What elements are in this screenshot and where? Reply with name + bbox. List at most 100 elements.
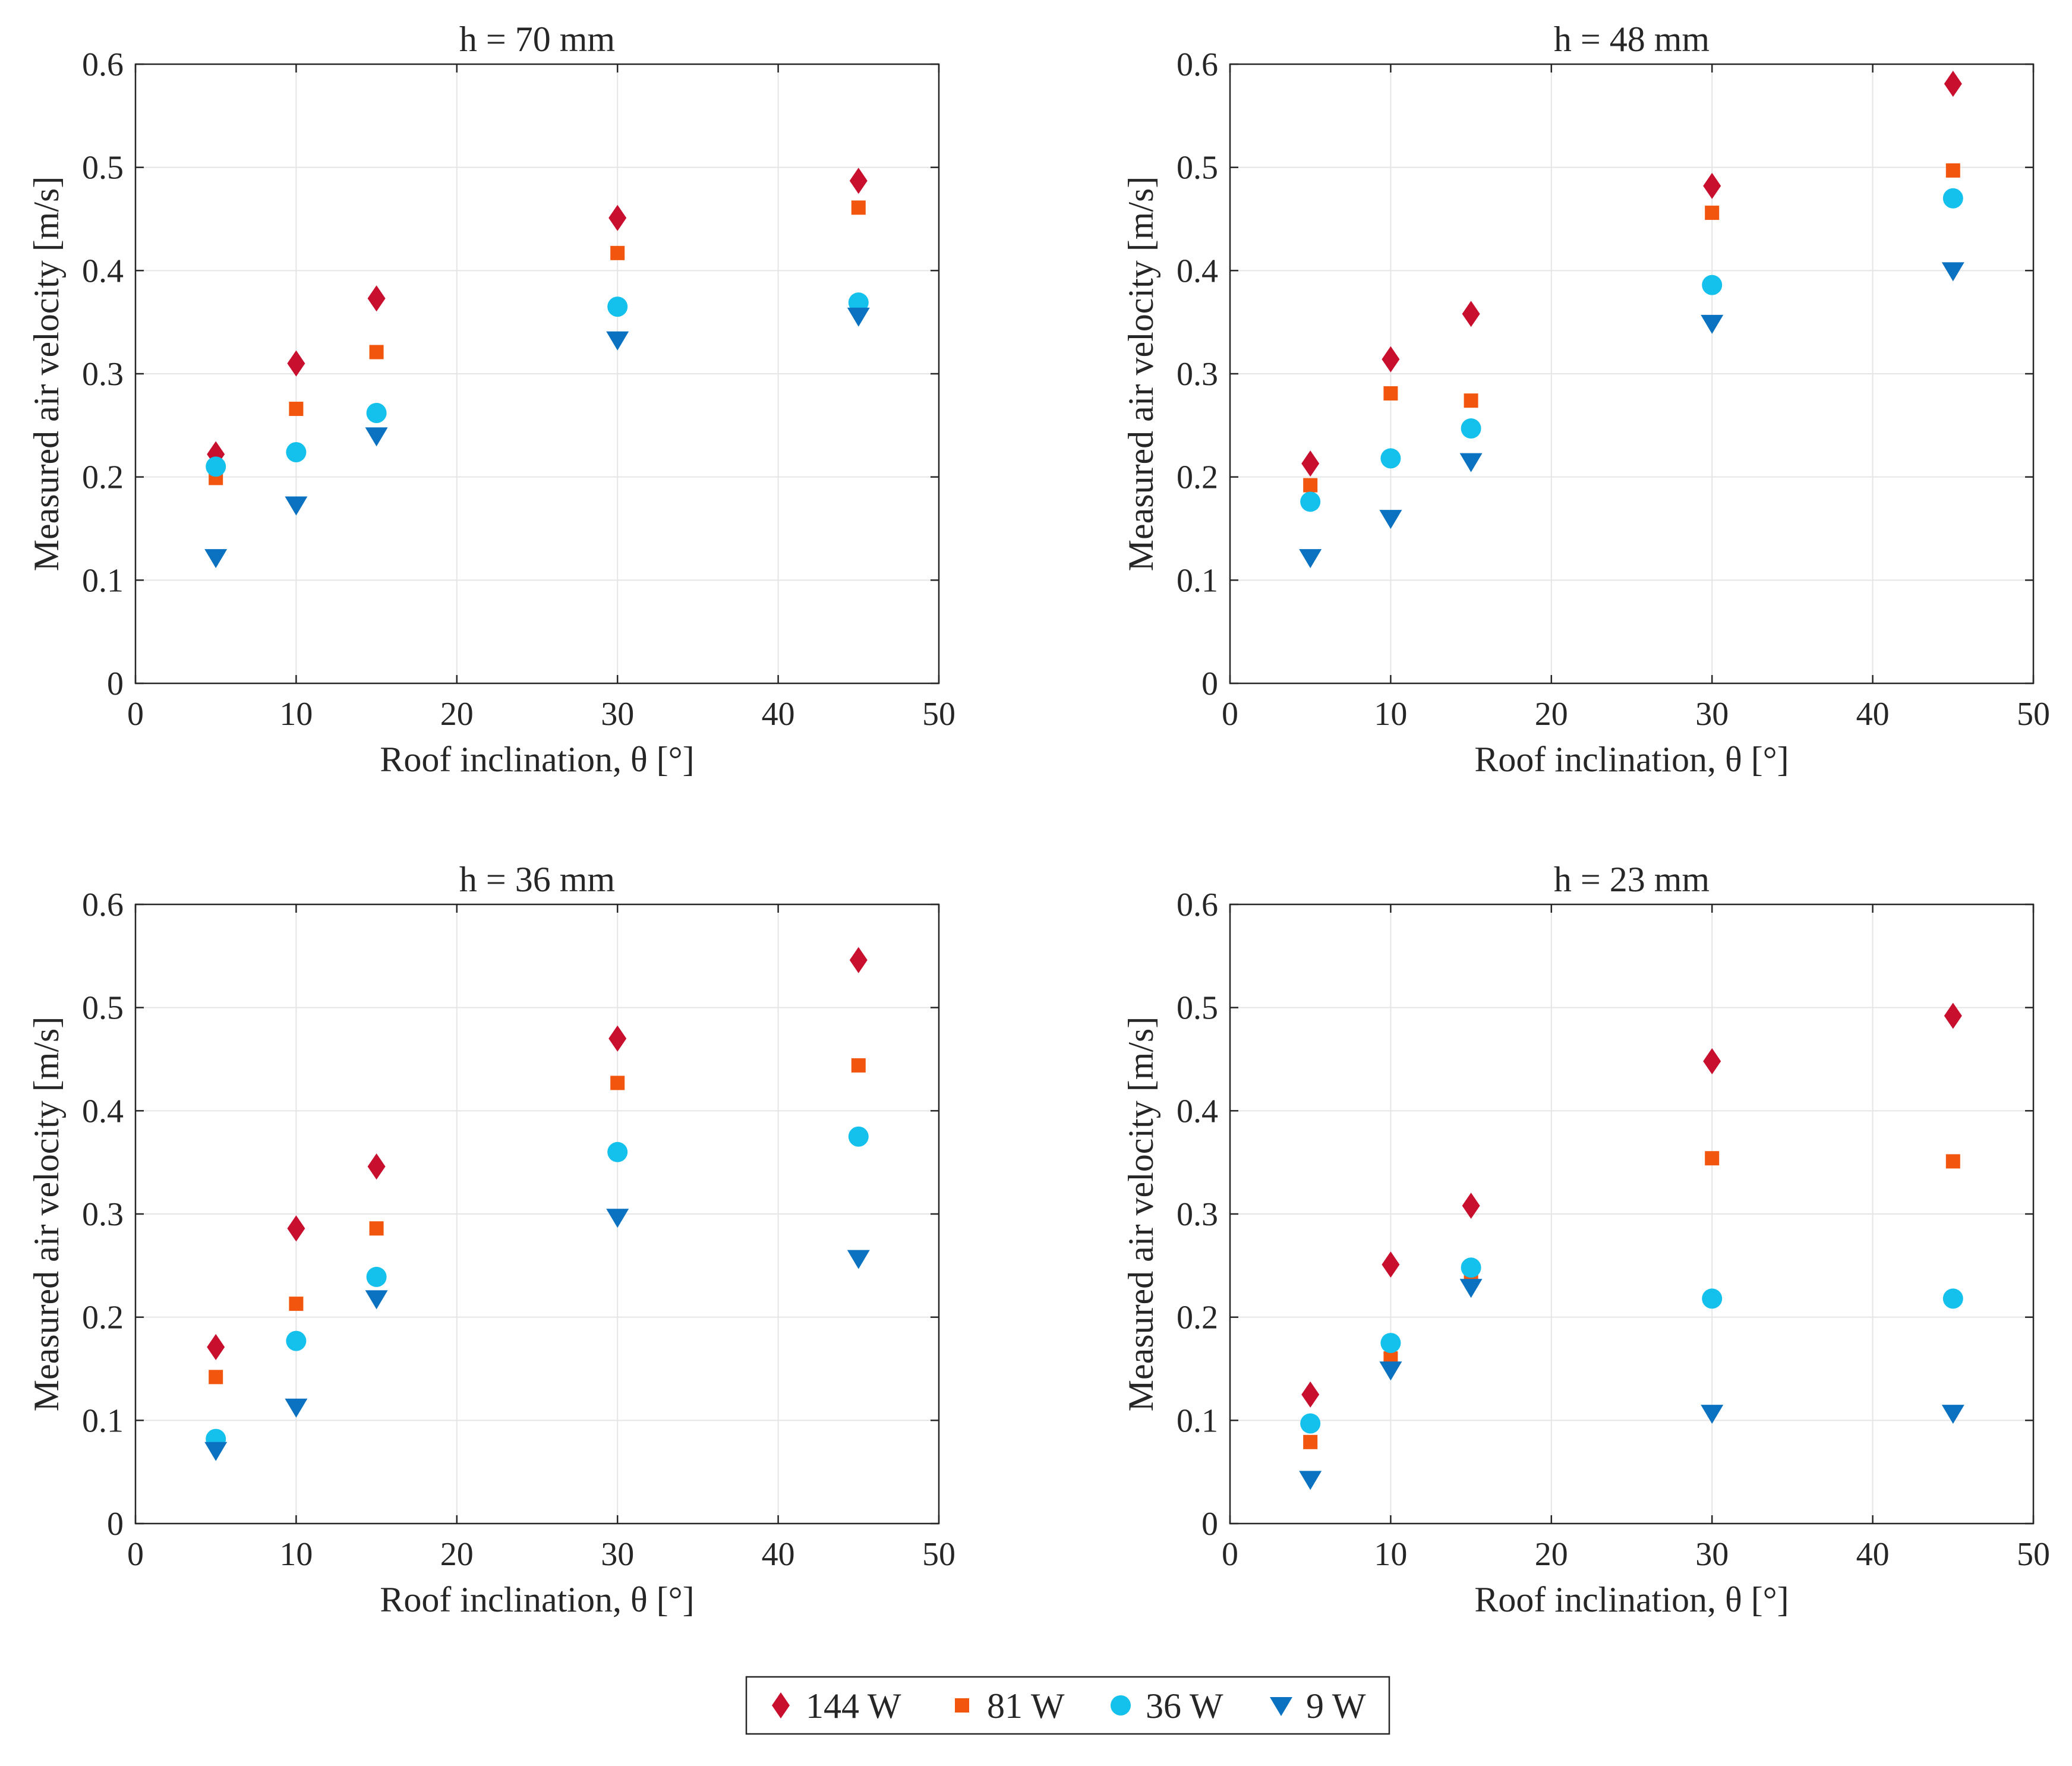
marker-diamond-144w bbox=[1703, 172, 1721, 199]
marker-triangle-9w bbox=[847, 1250, 870, 1269]
x-tick-label: 0 bbox=[127, 1536, 144, 1573]
y-axis-label: Measured air velocity [m/s] bbox=[1121, 176, 1160, 572]
marker-square-81w bbox=[851, 200, 866, 215]
panel-h48: 0 10 20 30 40 50 0 0.1 0.2 0.3 0.4 0.5 0.6 h = 48 mm R… bbox=[1121, 20, 2050, 779]
marker-triangle-9w bbox=[285, 496, 308, 516]
marker-triangle-9w bbox=[1701, 1405, 1724, 1424]
marker-triangle-9w bbox=[365, 427, 388, 447]
x-axis-label: Roof inclination, θ [°] bbox=[380, 740, 694, 779]
x-tick-label: 30 bbox=[1695, 1536, 1729, 1573]
marker-circle-36w bbox=[1380, 1333, 1401, 1354]
marker-circle-36w bbox=[1702, 1288, 1723, 1309]
x-tick-label: 40 bbox=[1856, 1536, 1890, 1573]
marker-circle-36w bbox=[1942, 188, 1963, 209]
marker-square-81w bbox=[289, 1297, 304, 1311]
square-icon bbox=[955, 1698, 969, 1713]
y-axis-label: Measured air velocity [m/s] bbox=[27, 1017, 66, 1412]
y-axis-label: Measured air velocity [m/s] bbox=[1121, 1017, 1160, 1412]
marker-circle-36w bbox=[848, 1126, 869, 1147]
x-tick-label: 10 bbox=[1374, 696, 1407, 733]
x-tick-label: 30 bbox=[601, 696, 634, 733]
chart-title: h = 36 mm bbox=[459, 860, 615, 899]
marker-triangle-9w bbox=[847, 307, 870, 327]
marker-circle-36w bbox=[1461, 1257, 1481, 1278]
y-tick-label: 0.5 bbox=[82, 990, 124, 1027]
y-tick-label: 0.3 bbox=[82, 1196, 124, 1233]
x-tick-label: 40 bbox=[762, 1536, 795, 1573]
marker-triangle-9w bbox=[1299, 1471, 1322, 1490]
x-axis-label: Roof inclination, θ [°] bbox=[380, 1580, 694, 1619]
x-tick-label: 50 bbox=[2017, 696, 2050, 733]
marker-square-81w bbox=[1303, 478, 1318, 493]
marker-square-81w bbox=[1705, 1151, 1720, 1166]
marker-triangle-9w bbox=[1459, 453, 1483, 472]
y-tick-label: 0.4 bbox=[82, 1093, 124, 1130]
y-tick-label: 0.4 bbox=[82, 253, 124, 289]
y-tick-label: 0.2 bbox=[82, 1300, 124, 1336]
marker-triangle-9w bbox=[1941, 1405, 1964, 1424]
marker-circle-36w bbox=[1300, 491, 1321, 512]
marker-circle-36w bbox=[607, 1141, 628, 1162]
marker-diamond-144w bbox=[367, 1153, 386, 1180]
marker-circle-36w bbox=[366, 402, 387, 423]
marker-diamond-144w bbox=[1703, 1048, 1721, 1074]
marker-diamond-144w bbox=[608, 1025, 627, 1052]
x-tick-label: 20 bbox=[1535, 1536, 1568, 1573]
circle-icon bbox=[1111, 1695, 1131, 1715]
x-axis-label: Roof inclination, θ [°] bbox=[1474, 1580, 1789, 1619]
marker-diamond-144w bbox=[849, 168, 868, 194]
y-tick-label: 0.1 bbox=[82, 1402, 124, 1439]
marker-diamond-144w bbox=[1301, 450, 1320, 477]
marker-triangle-9w bbox=[1379, 510, 1402, 529]
marker-square-81w bbox=[209, 1370, 223, 1385]
marker-triangle-9w bbox=[1379, 1361, 1402, 1381]
marker-square-81w bbox=[1705, 206, 1720, 220]
marker-triangle-9w bbox=[285, 1398, 308, 1418]
marker-circle-36w bbox=[1942, 1288, 1963, 1309]
marker-circle-36w bbox=[1702, 275, 1723, 295]
marker-diamond-144w bbox=[608, 204, 627, 231]
y-tick-label: 0.6 bbox=[1177, 887, 1218, 923]
y-tick-label: 0.6 bbox=[82, 46, 124, 83]
marker-square-81w bbox=[610, 245, 625, 260]
x-tick-label: 0 bbox=[1222, 1536, 1238, 1573]
y-tick-label: 0.5 bbox=[1177, 990, 1218, 1027]
x-tick-label: 50 bbox=[2017, 1536, 2050, 1573]
marker-triangle-9w bbox=[1299, 549, 1322, 569]
marker-triangle-9w bbox=[606, 331, 629, 351]
x-tick-label: 30 bbox=[601, 1536, 634, 1573]
marker-diamond-144w bbox=[1944, 1002, 1962, 1029]
y-tick-label: 0.1 bbox=[1177, 1402, 1218, 1439]
marker-circle-36w bbox=[286, 442, 307, 462]
legend-label: 144 W bbox=[806, 1686, 901, 1726]
legend-entry: 9 W bbox=[1270, 1686, 1366, 1726]
legend-label: 9 W bbox=[1306, 1686, 1366, 1726]
legend-entry: 81 W bbox=[955, 1686, 1065, 1726]
marker-square-81w bbox=[369, 345, 384, 359]
y-tick-label: 0.3 bbox=[1177, 1196, 1218, 1233]
marker-diamond-144w bbox=[1382, 1251, 1400, 1278]
x-axis-label: Roof inclination, θ [°] bbox=[1474, 740, 1789, 779]
marker-circle-36w bbox=[1380, 448, 1401, 469]
marker-triangle-9w bbox=[1701, 314, 1724, 334]
x-tick-label: 50 bbox=[922, 696, 955, 733]
marker-diamond-144w bbox=[1462, 1193, 1480, 1219]
y-tick-label: 0.3 bbox=[1177, 356, 1218, 393]
y-tick-label: 0.5 bbox=[82, 150, 124, 187]
marker-square-81w bbox=[369, 1221, 384, 1236]
y-tick-label: 0.1 bbox=[1177, 562, 1218, 599]
marker-circle-36w bbox=[366, 1266, 387, 1287]
triangle-down-icon bbox=[1270, 1697, 1292, 1716]
panel-h36: 0 10 20 30 40 50 0 0.1 0.2 0.3 0.4 0.5 0.6 h = 36 mm R… bbox=[27, 860, 955, 1619]
marker-square-81w bbox=[1303, 1434, 1318, 1449]
marker-triangle-9w bbox=[1459, 1279, 1483, 1298]
marker-circle-36w bbox=[607, 297, 628, 317]
y-tick-label: 0 bbox=[107, 1506, 124, 1543]
panel-h23: 0 10 20 30 40 50 0 0.1 0.2 0.3 0.4 0.5 0.6 h = 23 mm R… bbox=[1121, 860, 2050, 1619]
y-tick-label: 0 bbox=[1201, 1506, 1218, 1543]
y-tick-label: 0.2 bbox=[82, 459, 124, 496]
marker-diamond-144w bbox=[287, 350, 305, 377]
x-tick-label: 20 bbox=[1535, 696, 1568, 733]
marker-square-81w bbox=[1945, 163, 1960, 178]
